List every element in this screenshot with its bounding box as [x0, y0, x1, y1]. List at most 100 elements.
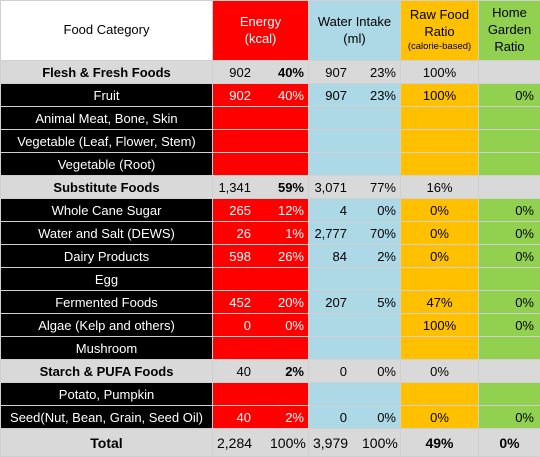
raw-food-ratio: 0%: [401, 360, 479, 383]
energy-value: 26: [236, 225, 251, 241]
header-water: Water Intake (ml): [309, 1, 401, 61]
raw-food-ratio: 0%: [401, 222, 479, 245]
header-food-category-label: Food Category: [63, 22, 150, 38]
energy-cell: 902 40%: [213, 84, 309, 107]
home-garden-ratio: [479, 337, 540, 360]
row-label: Whole Cane Sugar: [1, 199, 213, 222]
header-home-line3: Ratio: [494, 38, 525, 54]
header-raw-line2: Ratio: [424, 24, 455, 40]
row-label: Water and Salt (DEWS): [1, 222, 213, 245]
water-cell: 907 23%: [309, 61, 401, 84]
raw-food-ratio: 100%: [401, 84, 479, 107]
row-label: Total: [1, 429, 213, 457]
energy-value: 902: [229, 64, 251, 80]
water-value: 3,071: [314, 179, 347, 195]
row-label: Potato, Pumpkin: [1, 383, 213, 406]
row-label: Dairy Products: [1, 245, 213, 268]
header-raw-line3: (calorie-based): [407, 41, 472, 53]
energy-cell: 40 2%: [213, 360, 309, 383]
energy-cell: 2,284 100%: [213, 429, 309, 457]
home-garden-ratio: [479, 107, 540, 130]
water-value: 4: [339, 202, 347, 218]
energy-value: 2,284: [217, 434, 253, 451]
home-garden-ratio: 0%: [479, 222, 540, 245]
water-cell: [309, 383, 401, 406]
home-garden-ratio: 0%: [479, 429, 540, 457]
water-cell: 0 0%: [309, 406, 401, 429]
home-garden-ratio: 0%: [479, 84, 540, 107]
water-cell: 207 5%: [309, 291, 401, 314]
header-energy-label: Energy (kcal): [213, 14, 308, 48]
water-cell: 4 0%: [309, 199, 401, 222]
home-garden-ratio: 0%: [479, 199, 540, 222]
energy-cell: 902 40%: [213, 61, 309, 84]
energy-percent: 40%: [277, 64, 304, 80]
row-label: Seed(Nut, Bean, Grain, Seed Oil): [1, 406, 213, 429]
raw-food-ratio: 16%: [401, 176, 479, 199]
raw-food-ratio: 49%: [401, 429, 479, 457]
raw-food-ratio: [401, 337, 479, 360]
row-label: Fermented Foods: [1, 291, 213, 314]
raw-food-ratio: 100%: [401, 314, 479, 337]
header-energy: Energy (kcal): [213, 1, 309, 61]
water-value: 907: [325, 87, 347, 103]
energy-cell: [213, 153, 309, 176]
raw-food-ratio: [401, 153, 479, 176]
water-percent: 23%: [369, 87, 396, 103]
water-value: 84: [332, 248, 347, 264]
header-energy-line1: Energy: [239, 13, 282, 29]
header-home-line1: Home: [492, 5, 527, 21]
water-cell: [309, 337, 401, 360]
row-label: Vegetable (Root): [1, 153, 213, 176]
energy-value: 452: [229, 294, 251, 310]
raw-food-ratio: [401, 383, 479, 406]
water-percent: 0%: [377, 409, 396, 425]
energy-cell: 265 12%: [213, 199, 309, 222]
water-percent: 23%: [369, 64, 396, 80]
water-percent: 100%: [362, 434, 398, 451]
water-value: 3,979: [313, 434, 349, 451]
energy-percent: 12%: [277, 202, 304, 218]
row-label: Flesh & Fresh Foods: [1, 61, 213, 84]
water-percent: 5%: [377, 294, 396, 310]
home-garden-ratio: 0%: [479, 406, 540, 429]
energy-cell: 1,341 59%: [213, 176, 309, 199]
home-garden-ratio: [479, 383, 540, 406]
energy-cell: [213, 268, 309, 291]
raw-food-ratio: [401, 107, 479, 130]
energy-percent: 20%: [277, 294, 304, 310]
raw-food-ratio: 0%: [401, 199, 479, 222]
energy-cell: 26 1%: [213, 222, 309, 245]
water-cell: 3,071 77%: [309, 176, 401, 199]
row-label: Mushroom: [1, 337, 213, 360]
energy-percent: 2%: [285, 363, 304, 379]
water-value: 0: [339, 409, 347, 425]
header-home-garden: Home Garden Ratio: [479, 1, 540, 61]
energy-value: 40: [236, 363, 251, 379]
row-label: Animal Meat, Bone, Skin: [1, 107, 213, 130]
water-cell: 3,979 100%: [309, 429, 401, 457]
row-label: Substitute Foods: [1, 176, 213, 199]
home-garden-ratio: 0%: [479, 314, 540, 337]
raw-food-ratio: [401, 268, 479, 291]
row-label: Starch & PUFA Foods: [1, 360, 213, 383]
water-cell: 2,777 70%: [309, 222, 401, 245]
header-raw-line1: Raw Food: [409, 7, 470, 23]
home-garden-ratio: [479, 268, 540, 291]
energy-percent: 1%: [285, 225, 304, 241]
row-label: Egg: [1, 268, 213, 291]
water-value: 2,777: [314, 225, 347, 241]
header-energy-line2: (kcal): [244, 30, 277, 46]
energy-value: 1,341: [218, 179, 251, 195]
raw-food-ratio: 0%: [401, 406, 479, 429]
water-percent: 77%: [369, 179, 396, 195]
header-home-line2: Garden: [487, 22, 532, 38]
home-garden-ratio: [479, 153, 540, 176]
energy-percent: 26%: [277, 248, 304, 264]
water-cell: [309, 314, 401, 337]
energy-cell: [213, 130, 309, 153]
energy-value: 265: [229, 202, 251, 218]
energy-cell: 0 0%: [213, 314, 309, 337]
raw-food-ratio: 0%: [401, 245, 479, 268]
